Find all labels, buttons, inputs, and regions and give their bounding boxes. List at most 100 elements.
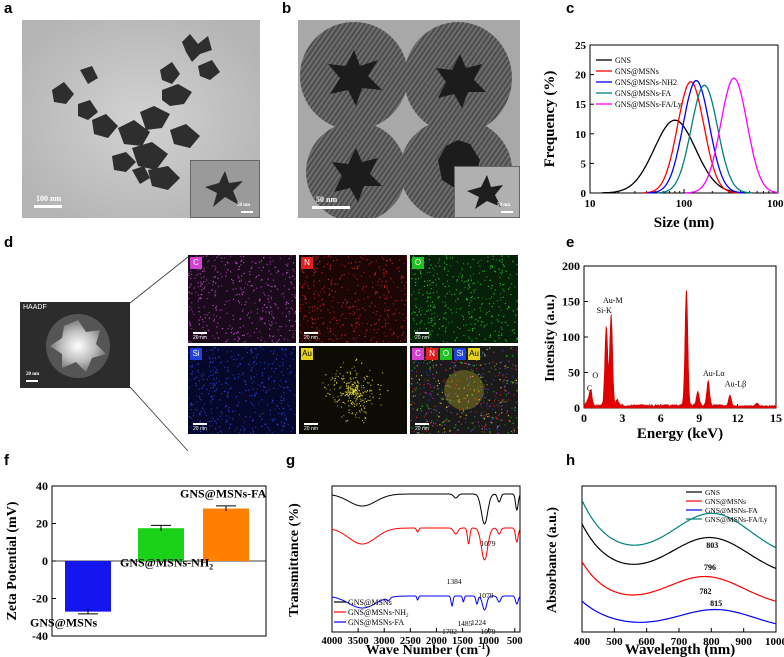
x-tick-label-h: 900 [735, 636, 752, 648]
bar-f [65, 561, 111, 612]
panel-label-f: f [4, 452, 9, 469]
eds-map-dots [322, 358, 389, 424]
scalebar-label-a: 100 nm [36, 194, 62, 203]
uvvis-peak-label: 796 [704, 563, 716, 572]
panel-label-c: c [566, 0, 575, 17]
x-tick-label-c: 1000 [767, 198, 784, 210]
eds-overlay-tag: Au [468, 348, 480, 360]
y-axis-label-h: Absorbance (a.u.) [545, 507, 560, 614]
chart-c-dls: 10 100 1000 0 5 10 15 20 25 GNS GNS@MSNs GNS@MSNs-… [542, 40, 784, 231]
legend-label-h: GNS [705, 488, 720, 497]
ftir-peak-label: 1079 [481, 539, 496, 548]
tem-inset-b: 50 nm [454, 166, 520, 218]
plot-frame-g [331, 485, 521, 633]
x-tick-label-h: 500 [606, 636, 623, 648]
uvvis-peak-label: 815 [710, 599, 722, 608]
eds-map-scalebar [304, 423, 318, 425]
scalebar-b [312, 206, 350, 209]
bar-label-f: GNS@MSNs-NH2 [120, 556, 213, 572]
y-tick-label-e: 100 [562, 330, 580, 344]
ftir-peak-label: 1224 [471, 618, 486, 627]
scalebar-label-b: 50 nm [316, 195, 338, 204]
haadf-scalebar [26, 380, 38, 382]
eds-map-dots [188, 346, 296, 434]
eds-map: C N O Si Au 20 nm [410, 346, 518, 434]
eds-map: Au 20 nm [299, 346, 407, 434]
y-tick-label-c: 10 [575, 129, 587, 141]
eds-spectrum [583, 290, 777, 409]
x-axis-label-e: Energy (keV) [637, 426, 723, 442]
eds-overlay-tag: O [440, 348, 452, 360]
y-tick-label-f: -40 [32, 629, 48, 643]
bar-f [138, 528, 184, 561]
inset-star-a [191, 161, 259, 217]
x-axis-label-h: Wavelength (nm) [625, 642, 735, 657]
x-tick-label-e: 15 [770, 411, 782, 425]
x-tick-label-e: 12 [732, 411, 744, 425]
y-tick-label-c: 15 [575, 99, 587, 111]
eds-element-tag: Si [190, 348, 202, 360]
y-axis-label-c: Frequency (%) [542, 71, 558, 168]
x-tick-label-c: 10 [585, 198, 597, 210]
y-tick-label-c: 5 [581, 158, 587, 170]
panel-label-e: e [566, 234, 575, 251]
x-axis-label-c: Size (nm) [654, 215, 714, 231]
eds-overlay-tag: Si [454, 348, 466, 360]
legend-label-h: GNS@MSNs-FA/Ly [705, 515, 768, 524]
eds-element-tag: Au [301, 348, 313, 360]
uvvis-peak-label: 803 [706, 541, 718, 550]
uvvis-line [581, 523, 777, 570]
x-tick-label-e: 0 [581, 411, 587, 425]
eds-map-scalebar-label: 20 nm [304, 335, 318, 341]
x-tick-label-g: 1500 [452, 636, 473, 647]
uvvis-line [581, 499, 777, 549]
eds-map-scalebar-label: 20 nm [304, 426, 318, 432]
y-tick-label-f: 40 [36, 479, 48, 493]
x-tick-label-g: 3000 [374, 636, 395, 647]
inset-star-b [455, 167, 519, 217]
chart-f-zeta: 40 20 0 -20 -40 GNS@MSNs GNS@MSNs-NH2 GNS@MSNs… [5, 479, 267, 643]
eds-map: O 20 nm [410, 255, 518, 343]
tem-inset-a: 50 nm [190, 160, 260, 218]
ftir-peak-label: 1485 [457, 619, 472, 628]
y-tick-label-c: 0 [581, 188, 587, 200]
legend-label-g: GNS@MSNs-FA [348, 618, 404, 627]
tem-image-b: 50 nm 50 nm [298, 20, 520, 218]
panel-label-h: h [566, 452, 576, 469]
eds-map-dots [410, 346, 518, 434]
y-tick-label-f: 0 [42, 554, 48, 568]
series-line-c [685, 77, 779, 194]
y-tick-label-e: 200 [562, 259, 580, 273]
inset-scalebar-label-a: 50 nm [237, 203, 251, 208]
eds-map-dots [410, 255, 518, 343]
y-tick-label-f: -20 [32, 592, 48, 606]
eds-map-scalebar [415, 423, 429, 425]
tem-aggregate-illustration [22, 20, 260, 218]
eds-map-scalebar-label: 20 nm [415, 426, 429, 432]
x-tick-label-g: 1000 [478, 636, 499, 647]
eds-peak-label: Au-M [603, 296, 623, 305]
chart-g-ftir: 4000 3500 3000 2500 2000 1500 1000 500 1079 1384… [287, 485, 523, 657]
y-axis-label-f: Zeta Potential (mV) [5, 501, 20, 620]
x-tick-label-h: 600 [638, 636, 655, 648]
uvvis-line [581, 561, 777, 602]
uvvis-line [581, 600, 777, 625]
eds-element-tag: O [412, 257, 424, 269]
x-tick-label-e: 6 [658, 411, 664, 425]
y-tick-label-e: 150 [562, 295, 580, 309]
x-tick-label-g: 500 [507, 636, 523, 647]
x-tick-label-c: 100 [676, 198, 693, 210]
bar-label-f: GNS@MSNs [30, 616, 98, 630]
x-tick-label-h: 1000 [765, 636, 784, 648]
legend-label-c: GNS [615, 56, 631, 65]
y-tick-label-f: 20 [36, 517, 48, 531]
eds-peak-label: Au-Lα [703, 369, 725, 378]
x-tick-label-h: 400 [574, 636, 591, 648]
ftir-peak-label: 1384 [447, 577, 462, 586]
series-line-c [657, 84, 753, 194]
eds-overlay-tag: C [412, 348, 424, 360]
x-tick-label-g: 2500 [400, 636, 421, 647]
legend-label-c: GNS@MSNs-FA [615, 89, 671, 98]
